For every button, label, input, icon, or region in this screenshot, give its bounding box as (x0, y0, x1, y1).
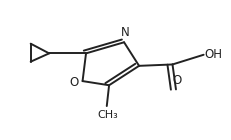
Text: N: N (120, 26, 129, 39)
Text: CH₃: CH₃ (97, 110, 118, 120)
Text: O: O (69, 76, 78, 89)
Text: O: O (172, 74, 181, 87)
Text: OH: OH (204, 48, 221, 61)
